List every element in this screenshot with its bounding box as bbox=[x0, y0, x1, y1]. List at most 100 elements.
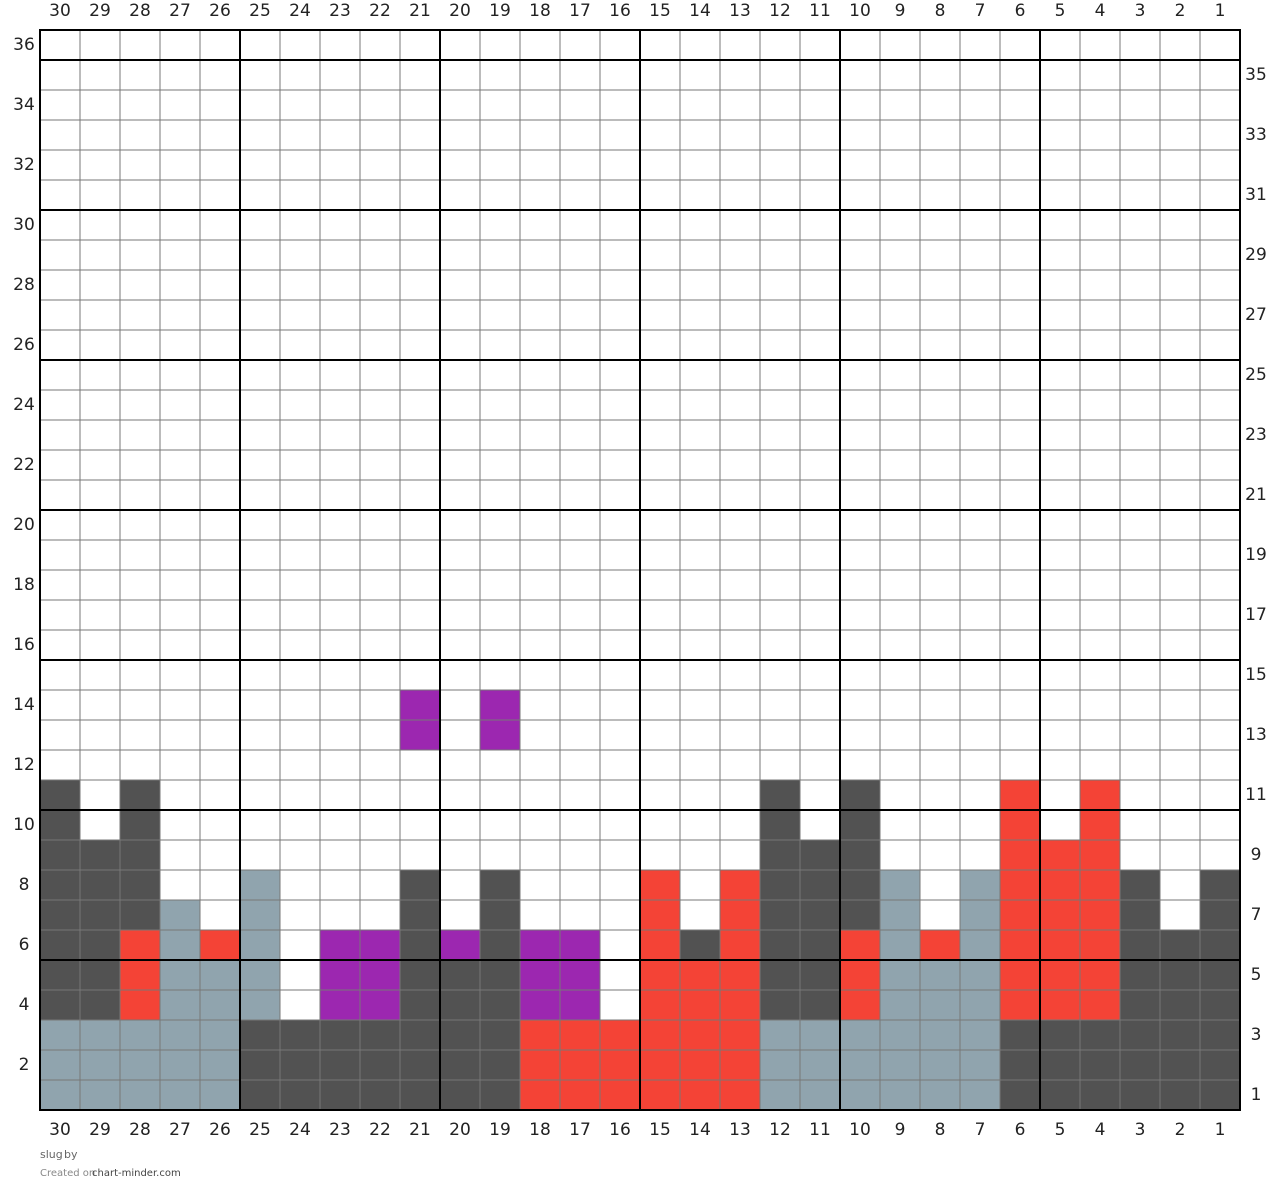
cell bbox=[240, 870, 280, 900]
cell bbox=[240, 990, 280, 1020]
cell bbox=[840, 870, 880, 900]
cell bbox=[560, 930, 600, 960]
footer-by: by bbox=[64, 1148, 78, 1161]
cell bbox=[960, 780, 1000, 810]
cell bbox=[960, 930, 1000, 960]
cell bbox=[120, 960, 160, 990]
cell bbox=[800, 900, 840, 930]
cell bbox=[560, 720, 600, 750]
row-label: 11 bbox=[1245, 785, 1267, 805]
cell bbox=[320, 750, 360, 780]
row-label: 12 bbox=[13, 755, 35, 775]
cell bbox=[1160, 990, 1200, 1020]
column-label: 12 bbox=[769, 1, 791, 21]
cell bbox=[960, 840, 1000, 870]
cell bbox=[720, 810, 760, 840]
cell bbox=[920, 1050, 960, 1080]
column-label: 24 bbox=[289, 1120, 311, 1140]
cell bbox=[1080, 870, 1120, 900]
cell bbox=[40, 930, 80, 960]
cell bbox=[160, 750, 200, 780]
cell bbox=[280, 1020, 320, 1050]
column-label: 22 bbox=[369, 1, 391, 21]
cell bbox=[1000, 720, 1040, 750]
cell bbox=[440, 960, 480, 990]
cell bbox=[280, 720, 320, 750]
cell bbox=[240, 840, 280, 870]
cell bbox=[40, 1020, 80, 1050]
cell bbox=[960, 900, 1000, 930]
cell bbox=[560, 990, 600, 1020]
row-label: 16 bbox=[13, 635, 35, 655]
cell bbox=[960, 870, 1000, 900]
cell bbox=[400, 690, 440, 720]
cell bbox=[160, 960, 200, 990]
cell bbox=[1120, 870, 1160, 900]
cell bbox=[1040, 1050, 1080, 1080]
cell bbox=[400, 900, 440, 930]
cell bbox=[920, 900, 960, 930]
cell bbox=[920, 720, 960, 750]
cell bbox=[720, 990, 760, 1020]
cell bbox=[1120, 990, 1160, 1020]
cell bbox=[240, 900, 280, 930]
column-label: 28 bbox=[129, 1, 151, 21]
cell bbox=[120, 840, 160, 870]
row-label: 13 bbox=[1245, 725, 1267, 745]
cell bbox=[1040, 840, 1080, 870]
column-label: 27 bbox=[169, 1, 191, 21]
cell bbox=[800, 720, 840, 750]
cell bbox=[840, 750, 880, 780]
cell bbox=[480, 1050, 520, 1080]
cell bbox=[520, 810, 560, 840]
cell bbox=[880, 900, 920, 930]
cell bbox=[680, 780, 720, 810]
cell bbox=[520, 720, 560, 750]
cell bbox=[600, 960, 640, 990]
cell bbox=[480, 690, 520, 720]
cell bbox=[1160, 840, 1200, 870]
cell bbox=[1120, 930, 1160, 960]
cell bbox=[80, 1050, 120, 1080]
cell bbox=[920, 1020, 960, 1050]
cell bbox=[40, 750, 80, 780]
column-label: 15 bbox=[649, 1, 671, 21]
cell bbox=[1120, 1080, 1160, 1110]
cell bbox=[480, 750, 520, 780]
column-label: 7 bbox=[975, 1, 986, 21]
cell bbox=[760, 1050, 800, 1080]
cell bbox=[640, 780, 680, 810]
cell bbox=[280, 960, 320, 990]
cell bbox=[320, 930, 360, 960]
cell bbox=[280, 900, 320, 930]
row-label: 32 bbox=[13, 155, 35, 175]
cell bbox=[80, 990, 120, 1020]
cell bbox=[280, 930, 320, 960]
cell bbox=[680, 960, 720, 990]
cell bbox=[880, 930, 920, 960]
cell bbox=[320, 900, 360, 930]
cell bbox=[1160, 750, 1200, 780]
cell bbox=[80, 870, 120, 900]
cell bbox=[800, 1020, 840, 1050]
cell bbox=[600, 720, 640, 750]
cell bbox=[1040, 1020, 1080, 1050]
cell bbox=[280, 870, 320, 900]
cell bbox=[80, 690, 120, 720]
cell bbox=[800, 810, 840, 840]
cell bbox=[840, 990, 880, 1020]
cell bbox=[240, 1020, 280, 1050]
cell bbox=[840, 780, 880, 810]
cell bbox=[200, 1020, 240, 1050]
cell bbox=[600, 990, 640, 1020]
cell bbox=[160, 900, 200, 930]
row-label: 14 bbox=[13, 695, 35, 715]
cell bbox=[360, 810, 400, 840]
cell bbox=[440, 930, 480, 960]
cell bbox=[520, 750, 560, 780]
cell bbox=[80, 930, 120, 960]
cell bbox=[840, 960, 880, 990]
cell bbox=[440, 840, 480, 870]
cell bbox=[760, 810, 800, 840]
column-label: 17 bbox=[569, 1120, 591, 1140]
